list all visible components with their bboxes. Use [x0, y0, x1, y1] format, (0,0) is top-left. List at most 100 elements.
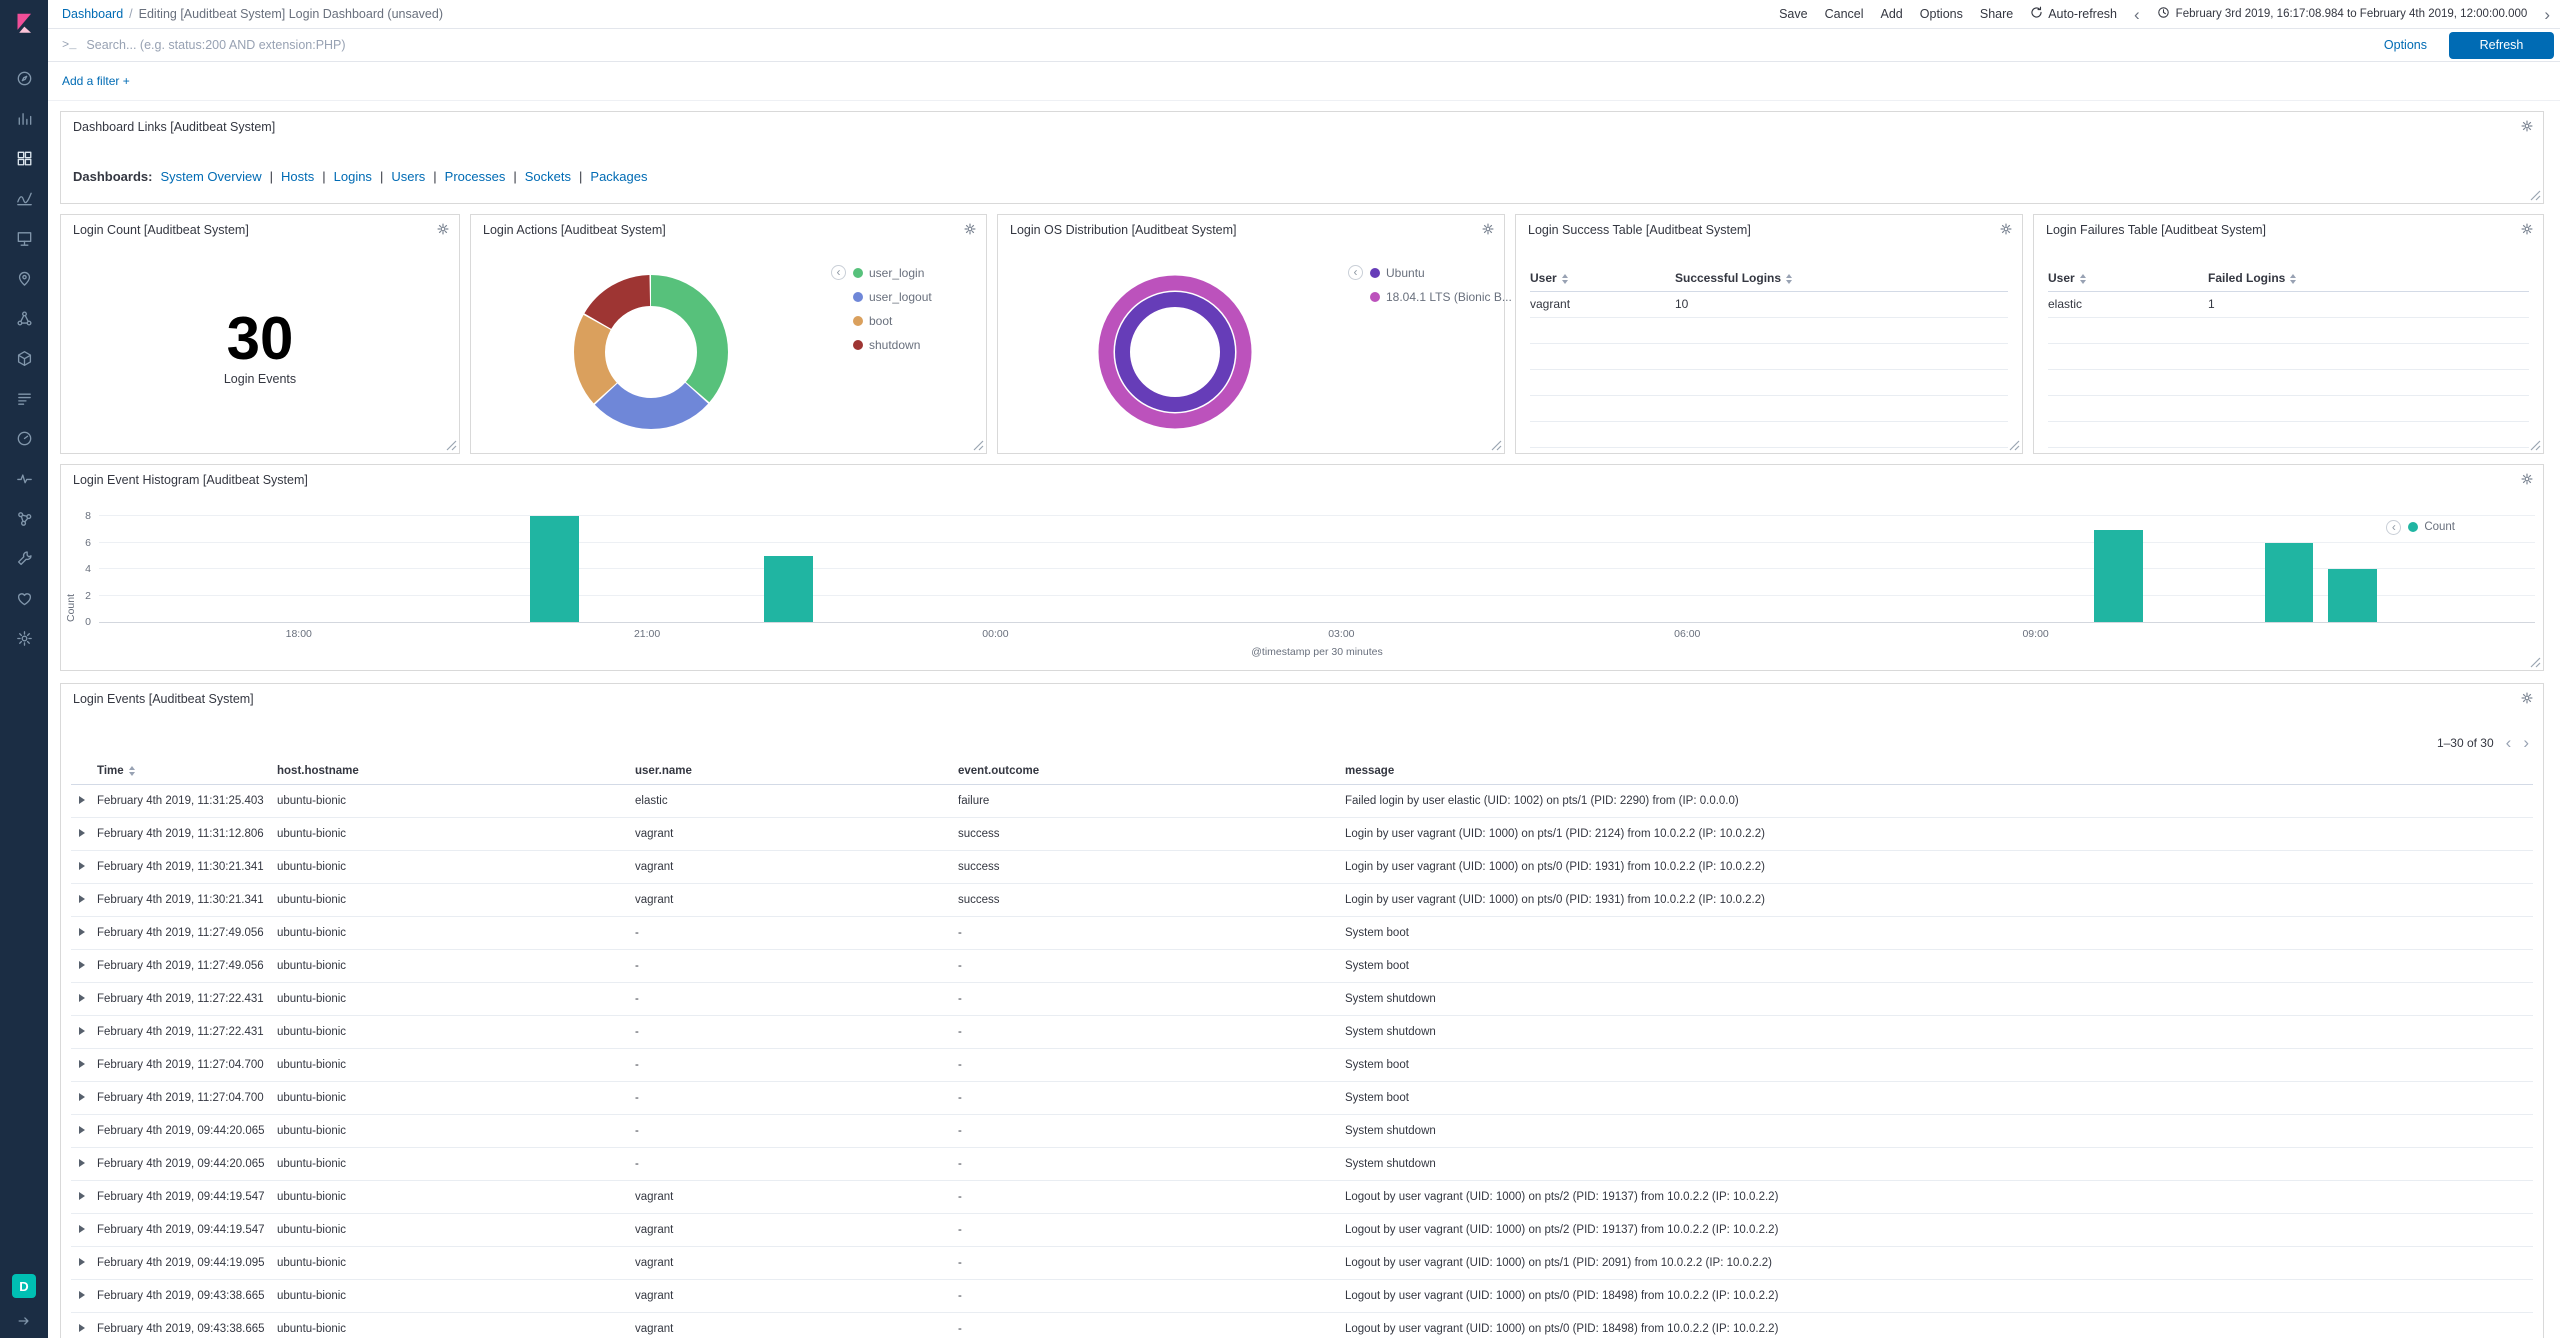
legend-item-user_login[interactable]: user_login	[853, 261, 932, 285]
expand-caret-icon[interactable]	[79, 960, 85, 969]
legend-toggle-icon[interactable]: ‹	[2386, 519, 2402, 535]
panel-title[interactable]: Login Count [Auditbeat System]	[73, 223, 249, 237]
dashboard-link-system-overview[interactable]: System Overview	[160, 169, 262, 184]
column-header-user[interactable]: User	[2048, 265, 2208, 292]
expand-caret-icon[interactable]	[79, 1059, 85, 1068]
kibana-logo[interactable]	[0, 0, 48, 46]
panel-gear-icon[interactable]	[2520, 222, 2534, 236]
sidebar-item-visualize[interactable]	[0, 98, 48, 138]
save-button[interactable]: Save	[1779, 7, 1808, 21]
expand-caret-icon[interactable]	[79, 1191, 85, 1200]
expand-caret-icon[interactable]	[79, 1158, 85, 1167]
auto-refresh-button[interactable]: Auto-refresh	[2030, 6, 2117, 22]
panel-gear-icon[interactable]	[2520, 472, 2534, 486]
dashboard-link-logins[interactable]: Logins	[333, 169, 372, 184]
panel-gear-icon[interactable]	[963, 222, 977, 236]
sidebar-item-discover[interactable]	[0, 58, 48, 98]
resize-handle-icon[interactable]	[973, 440, 985, 452]
sidebar-item-management[interactable]	[0, 618, 48, 658]
slice-user_login[interactable]	[574, 275, 728, 429]
legend-item-18.04.1 LTS (Bionic B...[interactable]: 18.04.1 LTS (Bionic B...	[1370, 285, 1512, 309]
sidebar-item-graph[interactable]	[0, 498, 48, 538]
login-os-donut-chart[interactable]	[1095, 272, 1255, 432]
expand-caret-icon[interactable]	[79, 927, 85, 936]
resize-handle-icon[interactable]	[1491, 440, 1503, 452]
panel-gear-icon[interactable]	[2520, 119, 2534, 133]
add-button[interactable]: Add	[1880, 7, 1903, 21]
sidebar-item-dashboard[interactable]	[0, 138, 48, 178]
panel-title[interactable]: Login Success Table [Auditbeat System]	[1528, 223, 1751, 237]
panel-title[interactable]: Login Events [Auditbeat System]	[73, 692, 254, 706]
sidebar-item-apm[interactable]	[0, 418, 48, 458]
sidebar-item-timelion[interactable]	[0, 178, 48, 218]
resize-handle-icon[interactable]	[2530, 440, 2542, 452]
legend-item-Ubuntu[interactable]: Ubuntu	[1370, 261, 1512, 285]
time-range-picker[interactable]: February 3rd 2019, 16:17:08.984 to Febru…	[2157, 6, 2527, 22]
sidebar-collapse-arrow-icon[interactable]	[17, 1314, 31, 1328]
ring-Ubuntu[interactable]	[1115, 292, 1235, 412]
expand-caret-icon[interactable]	[79, 828, 85, 837]
expand-caret-icon[interactable]	[79, 1026, 85, 1035]
expand-caret-icon[interactable]	[79, 993, 85, 1002]
legend-toggle-icon[interactable]: ‹	[831, 265, 846, 280]
resize-handle-icon[interactable]	[2530, 657, 2542, 669]
expand-caret-icon[interactable]	[79, 1257, 85, 1266]
cancel-button[interactable]: Cancel	[1824, 7, 1864, 21]
legend-toggle-icon[interactable]: ‹	[1348, 265, 1363, 280]
expand-caret-icon[interactable]	[79, 1125, 85, 1134]
login-actions-donut-chart[interactable]	[571, 272, 731, 432]
search-input[interactable]	[86, 38, 2374, 52]
histogram-bar[interactable]	[2327, 569, 2377, 622]
dashboard-link-users[interactable]: Users	[391, 169, 426, 184]
panel-title[interactable]: Login Actions [Auditbeat System]	[483, 223, 666, 237]
panel-gear-icon[interactable]	[436, 222, 450, 236]
add-filter-link[interactable]: Add a filter +	[62, 74, 130, 88]
histogram-bar[interactable]	[2094, 529, 2143, 622]
panel-gear-icon[interactable]	[1481, 222, 1495, 236]
time-forward-chevron-icon[interactable]: ›	[2544, 4, 2550, 24]
sidebar-item-dev-tools[interactable]	[0, 538, 48, 578]
column-header-Time[interactable]: Time	[89, 758, 269, 785]
legend-item-Count[interactable]: Count	[2408, 515, 2455, 539]
dashboard-link-processes[interactable]: Processes	[444, 169, 506, 184]
sidebar-item-infrastructure[interactable]	[0, 338, 48, 378]
column-header-message[interactable]: message	[1337, 758, 2533, 785]
dashboard-link-hosts[interactable]: Hosts	[281, 169, 315, 184]
page-prev-chevron-icon[interactable]: ‹	[2505, 733, 2512, 752]
resize-handle-icon[interactable]	[446, 440, 458, 452]
sidebar-item-logs[interactable]	[0, 378, 48, 418]
histogram-bar[interactable]	[530, 516, 579, 622]
panel-title[interactable]: Dashboard Links [Auditbeat System]	[73, 120, 276, 134]
column-header-user[interactable]: User	[1530, 265, 1675, 292]
slice-boot[interactable]	[574, 275, 728, 429]
expand-caret-icon[interactable]	[79, 1092, 85, 1101]
column-header-host-hostname[interactable]: host.hostname	[269, 758, 627, 785]
column-header-event-outcome[interactable]: event.outcome	[950, 758, 1337, 785]
histogram-bar[interactable]	[2264, 542, 2314, 622]
expand-caret-icon[interactable]	[79, 1323, 85, 1332]
sidebar-item-machine-learning[interactable]	[0, 298, 48, 338]
share-button[interactable]: Share	[1979, 7, 2014, 21]
dashboard-link-sockets[interactable]: Sockets	[524, 169, 572, 184]
resize-handle-icon[interactable]	[2009, 440, 2021, 452]
sidebar-item-canvas[interactable]	[0, 218, 48, 258]
column-header-failed-logins[interactable]: Failed Logins	[2208, 265, 2529, 292]
refresh-button[interactable]: Refresh	[2449, 31, 2554, 59]
query-options-link[interactable]: Options	[2383, 38, 2427, 52]
expand-caret-icon[interactable]	[79, 795, 85, 804]
legend-item-user_logout[interactable]: user_logout	[853, 285, 932, 309]
sidebar-item-uptime[interactable]	[0, 458, 48, 498]
resize-handle-icon[interactable]	[2530, 190, 2542, 202]
ring-18.04.1 LTS (Bionic B...[interactable]	[1098, 275, 1252, 429]
panel-title[interactable]: Login Failures Table [Auditbeat System]	[2046, 223, 2267, 237]
page-next-chevron-icon[interactable]: ›	[2523, 733, 2529, 752]
dashboard-link-packages[interactable]: Packages	[590, 169, 648, 184]
panel-gear-icon[interactable]	[1999, 222, 2013, 236]
expand-caret-icon[interactable]	[79, 1290, 85, 1299]
panel-title[interactable]: Login OS Distribution [Auditbeat System]	[1010, 223, 1237, 237]
slice-user_logout[interactable]	[574, 275, 728, 429]
legend-item-boot[interactable]: boot	[853, 309, 932, 333]
column-header-user-name[interactable]: user.name	[627, 758, 950, 785]
legend-item-shutdown[interactable]: shutdown	[853, 333, 932, 357]
sidebar-item-monitoring[interactable]	[0, 578, 48, 618]
